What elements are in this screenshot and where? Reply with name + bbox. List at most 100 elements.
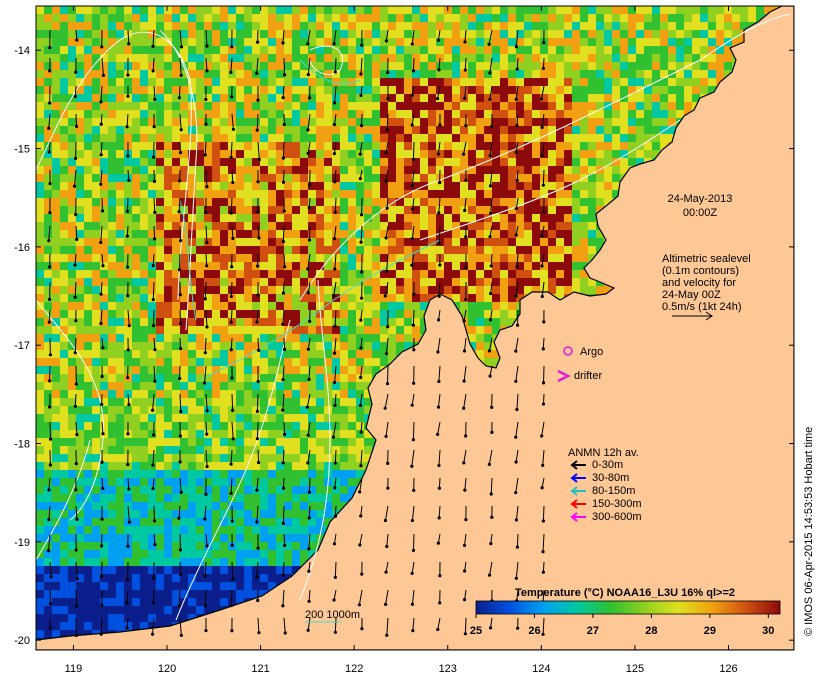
sst-pixel [260,358,268,366]
sst-pixel [452,214,460,222]
sst-pixel [612,6,620,14]
sst-pixel [100,246,108,254]
sst-pixel [244,254,252,262]
sst-pixel [500,310,508,318]
sst-pixel [236,190,244,198]
sst-pixel [580,206,588,214]
sst-pixel [268,182,276,190]
sst-pixel [60,366,68,374]
sst-pixel [292,174,300,182]
sst-pixel [644,110,652,118]
sst-pixel [420,190,428,198]
sst-pixel [244,334,252,342]
sst-pixel [468,230,476,238]
sst-pixel [52,6,60,14]
sst-pixel [260,158,268,166]
sst-pixel [108,174,116,182]
sst-pixel [52,398,60,406]
sst-pixel [148,382,156,390]
sst-pixel [476,110,484,118]
sst-pixel [420,14,428,22]
sst-pixel [340,134,348,142]
sst-pixel [276,246,284,254]
sst-pixel [444,190,452,198]
sst-pixel [220,366,228,374]
sst-pixel [420,318,428,326]
sst-pixel [572,182,580,190]
sst-pixel [92,70,100,78]
sst-pixel [212,134,220,142]
sst-pixel [212,158,220,166]
sst-pixel [220,62,228,70]
sst-pixel [100,398,108,406]
sst-pixel [428,62,436,70]
sst-pixel [268,206,276,214]
sst-pixel [252,358,260,366]
sst-pixel [404,102,412,110]
sst-pixel [348,198,356,206]
sst-pixel [492,198,500,206]
sst-pixel [252,382,260,390]
sst-pixel [460,238,468,246]
sst-pixel [476,190,484,198]
sst-pixel [92,14,100,22]
sst-pixel [508,110,516,118]
sst-pixel [468,150,476,158]
sst-pixel [364,342,372,350]
sst-pixel [340,174,348,182]
sst-pixel [236,14,244,22]
sst-pixel [396,222,404,230]
sst-pixel [380,222,388,230]
sst-pixel [300,254,308,262]
sst-pixel [228,14,236,22]
sst-pixel [100,166,108,174]
sst-pixel [372,254,380,262]
sst-pixel [356,254,364,262]
sst-pixel [620,86,628,94]
sst-pixel [196,398,204,406]
sst-pixel [244,70,252,78]
sst-pixel [164,142,172,150]
sst-pixel [404,182,412,190]
sst-pixel [172,190,180,198]
sst-pixel [236,326,244,334]
sst-pixel [140,254,148,262]
sst-pixel [316,86,324,94]
sst-pixel [148,118,156,126]
sst-pixel [124,414,132,422]
sst-pixel [108,6,116,14]
sst-pixel [212,62,220,70]
sst-pixel [468,214,476,222]
sst-pixel [148,414,156,422]
sst-pixel [516,70,524,78]
sst-pixel [580,30,588,38]
sst-pixel [276,286,284,294]
sst-pixel [260,398,268,406]
sst-pixel [380,70,388,78]
sst-pixel [516,118,524,126]
sst-pixel [212,238,220,246]
sst-pixel [196,382,204,390]
sst-pixel [476,30,484,38]
sst-pixel [396,334,404,342]
sst-pixel [372,150,380,158]
sst-pixel [44,62,52,70]
sst-pixel [500,22,508,30]
sst-pixel [356,158,364,166]
sst-pixel [460,286,468,294]
sst-pixel [348,262,356,270]
sst-pixel [468,158,476,166]
sst-pixel [492,190,500,198]
sst-pixel [668,30,676,38]
sst-pixel [212,302,220,310]
sst-pixel [500,174,508,182]
sst-pixel [84,174,92,182]
sst-pixel [692,14,700,22]
sst-pixel [156,142,164,150]
sst-pixel [404,46,412,54]
sst-pixel [204,214,212,222]
sst-pixel [484,294,492,302]
sst-pixel [36,150,44,158]
sst-pixel [228,22,236,30]
sst-pixel [108,414,116,422]
